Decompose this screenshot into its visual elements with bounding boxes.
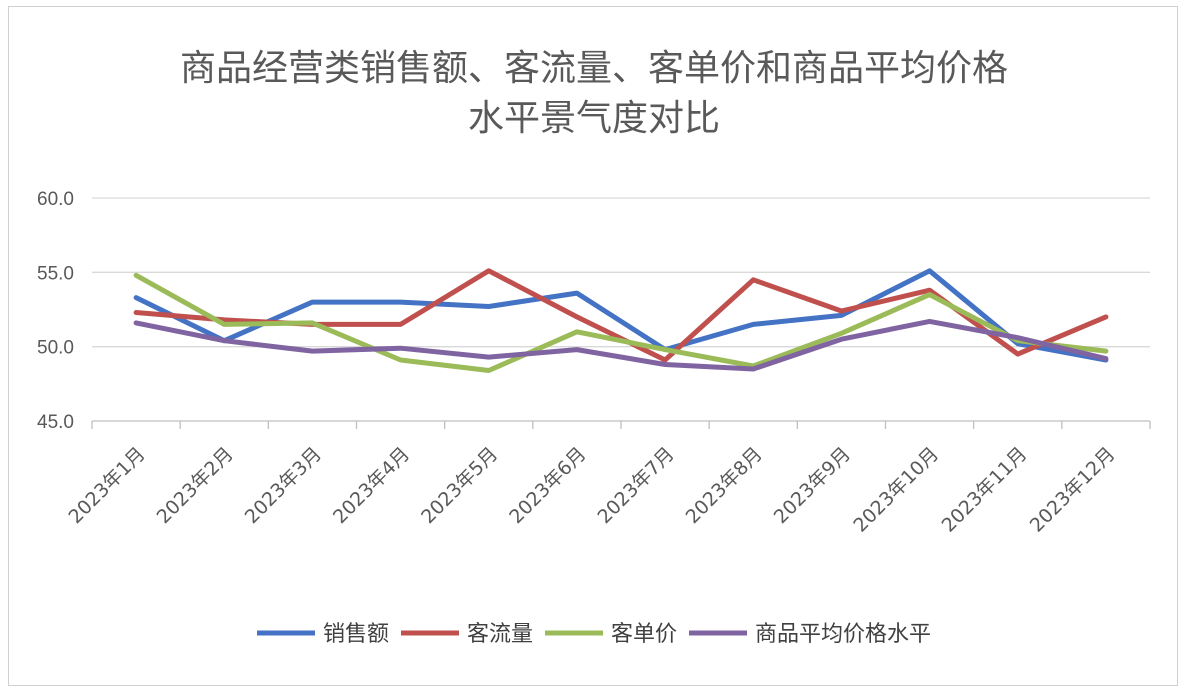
x-tick-label: 2023年1月 — [64, 443, 149, 528]
chart-frame — [8, 6, 1178, 686]
y-tick-label: 50.0 — [37, 338, 74, 359]
legend-label: 销售额 — [323, 622, 389, 647]
series-lines — [133, 268, 1109, 373]
x-tick-label: 2023年8月 — [682, 443, 767, 528]
chart-title-line-2: 水平景气度对比 — [468, 98, 720, 139]
x-tick-label: 2023年10月 — [849, 443, 943, 537]
series-line-3 — [133, 318, 1109, 372]
x-tick-label: 2023年12月 — [1026, 443, 1120, 537]
y-axis-ticks: 45.0 50.0 55.0 60.0 — [37, 189, 74, 433]
legend-label: 客流量 — [467, 622, 533, 647]
chart-title-line-1: 商品经营类销售额、客流量、客单价和商品平均价格 — [180, 48, 1008, 89]
x-axis-ticks: 2023年1月 2023年2月 2023年3月 2023年4月 2023年5月 2023年… — [64, 443, 1119, 537]
legend-item: 销售额 — [257, 622, 389, 647]
legend-label: 商品平均价格水平 — [755, 622, 931, 647]
y-tick-label: 60.0 — [37, 189, 74, 210]
chart-title: 商品经营类销售额、客流量、客单价和商品平均价格 水平景气度对比 — [180, 48, 1008, 139]
x-axis — [91, 420, 1151, 429]
series-line-2 — [133, 272, 1109, 373]
series-line-0 — [133, 268, 1109, 363]
x-tick-label: 2023年5月 — [417, 443, 502, 528]
x-tick-label: 2023年6月 — [505, 443, 590, 528]
x-tick-label: 2023年11月 — [938, 443, 1032, 537]
legend-item: 商品平均价格水平 — [689, 622, 931, 647]
x-tick-label: 2023年2月 — [153, 443, 238, 528]
legend-item: 客单价 — [545, 622, 677, 647]
legend-label: 客单价 — [611, 622, 677, 647]
x-tick-label: 2023年7月 — [593, 443, 678, 528]
legend: 销售额 客流量 客单价 商品平均价格水平 — [257, 622, 931, 647]
x-tick-label: 2023年9月 — [770, 443, 855, 528]
y-tick-label: 55.0 — [37, 263, 74, 284]
legend-item: 客流量 — [401, 622, 533, 647]
x-tick-label: 2023年4月 — [329, 443, 414, 528]
x-tick-label: 2023年3月 — [241, 443, 326, 528]
y-tick-label: 45.0 — [37, 412, 74, 433]
